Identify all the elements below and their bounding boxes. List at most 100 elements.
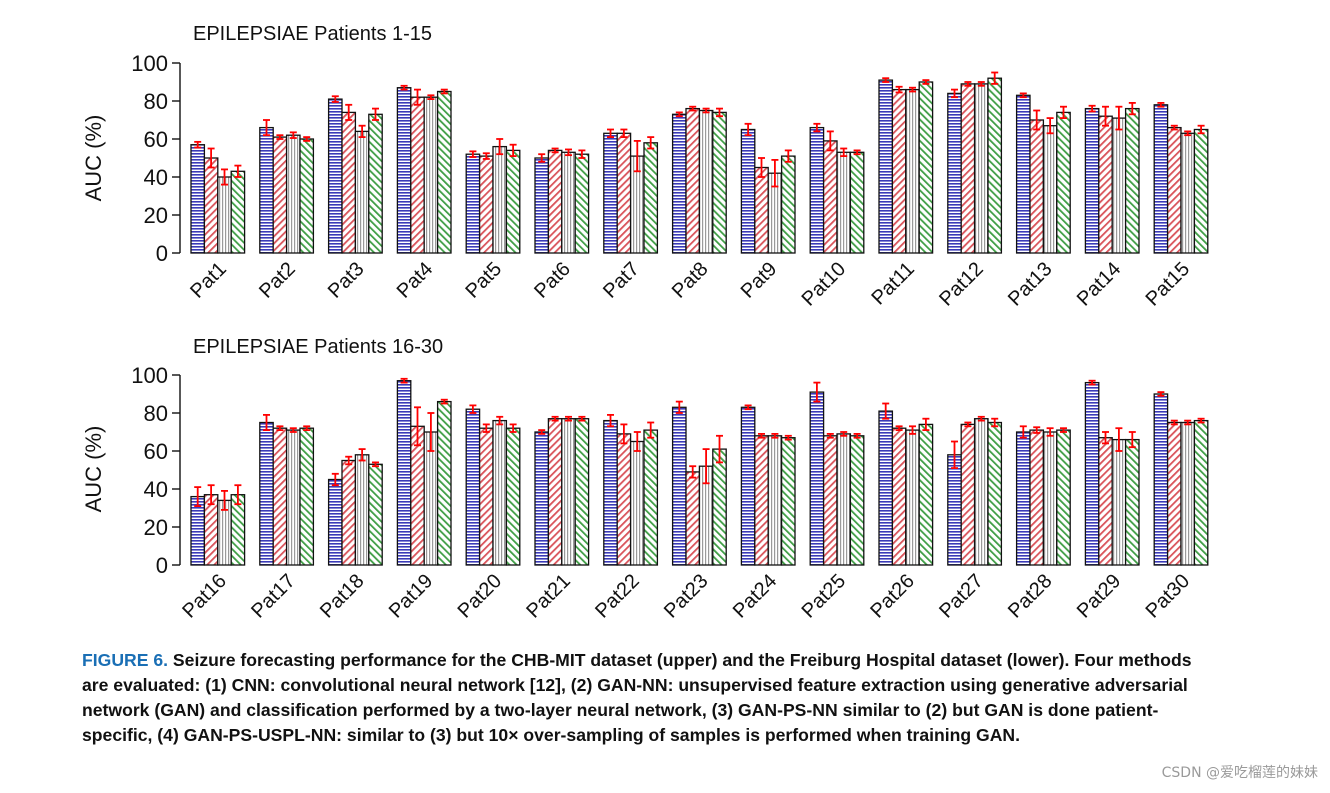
error-bar-gan-ps-uspl-nn-pat10 — [853, 149, 861, 156]
error-bar-gan-nn-pat22 — [620, 423, 628, 445]
bar-gan-nn-pat24 — [754, 435, 769, 566]
error-bar-cnn-pat14 — [1088, 104, 1096, 113]
bar-gan-ps-nn-pat13 — [1042, 125, 1058, 254]
bar-gan-ps-uspl-nn-pat16 — [230, 494, 246, 566]
y-tick-label: 40 — [144, 165, 168, 190]
error-bar-gan-nn-pat13 — [1033, 109, 1041, 131]
x-tick-label: Pat4 — [393, 258, 438, 303]
error-bar-gan-ps-nn-pat21 — [565, 415, 572, 422]
figure-caption: FIGURE 6. Seizure forecasting performanc… — [82, 648, 1202, 748]
x-tick-label: Pat6 — [530, 258, 575, 303]
error-bar-gan-ps-nn-pat11 — [909, 86, 916, 93]
error-bar-cnn-pat26 — [882, 402, 890, 420]
bar-cnn-pat12 — [947, 92, 962, 254]
bar-gan-nn-pat18 — [341, 459, 357, 566]
bar-gan-nn-pat17 — [272, 427, 288, 566]
bar-gan-ps-uspl-nn-pat26 — [918, 423, 934, 566]
x-tick-labels: Pat1 Pat2 Pat3 Pat4 Pat5 Pat6 Pat7 Pat8 Pat9 Pat1… — [186, 258, 1194, 311]
x-tick-label: Pat25 — [798, 570, 851, 623]
bar-gan-ps-nn-pat20 — [492, 419, 508, 566]
error-bar-cnn-pat6 — [538, 153, 546, 163]
bar-cnn-pat2 — [259, 126, 274, 254]
x-tick-label: Pat9 — [737, 258, 782, 303]
error-bar-gan-ps-nn-pat25 — [840, 431, 848, 437]
error-bar-gan-nn-pat26 — [895, 425, 903, 432]
bar-gan-ps-uspl-nn-pat13 — [1056, 111, 1071, 254]
bar-gan-ps-nn-pat1 — [217, 176, 232, 254]
bar-gan-ps-nn-pat27 — [973, 418, 989, 566]
error-bar-gan-nn-pat10 — [826, 130, 834, 152]
bar-gan-nn-pat21 — [547, 418, 563, 566]
error-bar-cnn-pat9 — [744, 122, 752, 137]
error-bar-gan-ps-nn-pat30 — [1184, 419, 1192, 426]
x-tick-label: Pat24 — [729, 570, 782, 623]
error-bar-gan-nn-pat8 — [689, 105, 697, 112]
y-axis-label: AUC (%) — [81, 115, 106, 202]
error-bar-cnn-pat15 — [1157, 102, 1165, 108]
error-bar-cnn-pat5 — [469, 150, 477, 158]
bar-cnn-pat14 — [1084, 107, 1100, 254]
bar-gan-ps-uspl-nn-pat5 — [505, 149, 521, 254]
error-bar-gan-nn-pat21 — [551, 415, 559, 422]
bar-gan-ps-uspl-nn-pat30 — [1193, 419, 1209, 566]
bar-cnn-pat17 — [259, 421, 274, 566]
bar-gan-ps-nn-pat24 — [767, 435, 783, 566]
x-tick-label: Pat26 — [866, 570, 919, 623]
bar-group — [190, 377, 1209, 566]
bar-cnn-pat1 — [190, 144, 206, 254]
bar-gan-ps-uspl-nn-pat24 — [780, 437, 796, 566]
bar-gan-nn-pat14 — [1098, 115, 1113, 254]
error-bar-gan-nn-pat12 — [964, 81, 972, 87]
bar-gan-ps-nn-pat22 — [629, 440, 645, 566]
bar-gan-ps-uspl-nn-pat27 — [987, 421, 1003, 566]
y-tick-label: 0 — [156, 241, 168, 266]
error-bar-gan-nn-pat4 — [414, 88, 421, 106]
error-bar-gan-nn-pat3 — [345, 103, 353, 121]
error-bar-cnn-pat21 — [538, 429, 546, 435]
error-bar-gan-ps-nn-pat27 — [977, 415, 985, 422]
y-tick-label: 60 — [144, 127, 168, 152]
bar-gan-ps-nn-pat18 — [354, 454, 370, 566]
bar-cnn-pat29 — [1084, 381, 1100, 566]
bar-gan-ps-uspl-nn-pat15 — [1193, 128, 1209, 254]
error-bar-gan-nn-pat25 — [826, 432, 834, 439]
error-bar-gan-nn-pat14 — [1102, 105, 1109, 127]
bar-gan-nn-pat1 — [203, 157, 219, 254]
bar-gan-ps-uspl-nn-pat3 — [368, 113, 383, 254]
bar-cnn-pat28 — [1015, 431, 1031, 566]
error-bar-cnn-pat22 — [607, 413, 614, 428]
error-bar-gan-nn-pat28 — [1033, 426, 1041, 434]
error-bar-gan-nn-pat16 — [207, 484, 215, 506]
error-bar-gan-ps-uspl-nn-pat7 — [647, 136, 655, 150]
x-tick-label: Pat30 — [1142, 570, 1195, 623]
x-tick-labels: Pat16 Pat17 Pat18 Pat19 Pat20 Pat21 Pat22 Pat23… — [178, 570, 1194, 623]
error-bar-gan-ps-uspl-nn-pat11 — [922, 79, 930, 85]
caption-text: Seizure forecasting performance for the … — [82, 650, 1192, 745]
x-tick-label: Pat17 — [247, 570, 300, 623]
bar-cnn-pat21 — [534, 431, 550, 566]
error-bar-gan-nn-pat9 — [758, 157, 765, 178]
bar-gan-ps-nn-pat6 — [561, 151, 576, 254]
bar-gan-nn-pat12 — [960, 83, 976, 254]
error-bar-gan-ps-uspl-nn-pat19 — [440, 398, 448, 405]
error-bar-gan-ps-nn-pat12 — [977, 81, 985, 87]
bar-cnn-pat26 — [878, 410, 894, 566]
y-tick-label: 20 — [144, 515, 168, 540]
bar-gan-ps-uspl-nn-pat25 — [849, 435, 865, 566]
bar-gan-ps-nn-pat21 — [561, 418, 576, 566]
error-bar-cnn-pat8 — [675, 111, 683, 118]
error-bar-gan-ps-nn-pat17 — [289, 427, 297, 433]
bar-gan-ps-uspl-nn-pat23 — [712, 448, 727, 566]
x-tick-label: Pat7 — [599, 258, 644, 303]
error-bar-gan-ps-nn-pat26 — [909, 425, 916, 435]
x-tick-label: Pat15 — [1142, 258, 1195, 311]
x-tick-label: Pat3 — [324, 258, 369, 303]
x-tick-label: Pat1 — [186, 258, 231, 303]
error-bar-gan-ps-uspl-nn-pat23 — [716, 434, 723, 464]
bar-gan-ps-uspl-nn-pat14 — [1124, 107, 1140, 254]
error-bar-gan-ps-nn-pat28 — [1046, 427, 1054, 437]
x-tick-label: Pat13 — [1004, 258, 1057, 311]
bar-gan-nn-pat7 — [616, 132, 632, 254]
bar-cnn-pat25 — [809, 391, 825, 566]
bar-gan-ps-nn-pat3 — [354, 130, 370, 254]
